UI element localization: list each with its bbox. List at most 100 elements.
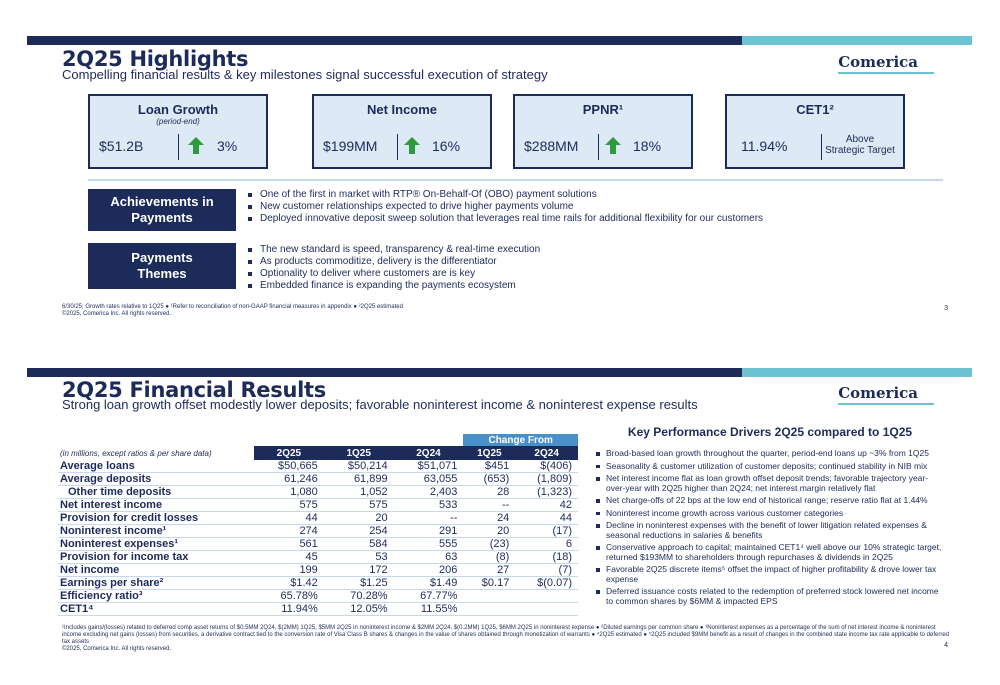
- slide-highlights: 2Q25 Highlights Compelling financial res…: [0, 0, 1000, 330]
- table-cell: 11.55%: [393, 602, 464, 617]
- list-item: Net interest income flat as loan growth …: [594, 473, 944, 493]
- kpi-divider: [821, 134, 822, 160]
- page-number: 3: [944, 305, 948, 312]
- kpi-title: PPNR¹: [582, 102, 624, 117]
- table-cell: 24: [463, 511, 516, 526]
- table-cell: 65.78%: [254, 589, 324, 604]
- row-label: Provision for credit losses: [58, 511, 254, 526]
- table-cell: $(406): [515, 460, 578, 474]
- table-cell: [515, 602, 578, 617]
- payments-themes-list: The new standard is speed, transparency …: [248, 244, 540, 292]
- table-cell: $1.42: [254, 576, 324, 591]
- table-cell: 12.05%: [323, 602, 394, 617]
- table-cell: 63: [393, 550, 464, 565]
- table-cell: $50,665: [254, 460, 324, 474]
- table-cell: 28: [463, 485, 516, 500]
- table-cell: 11.94%: [254, 602, 324, 617]
- table-cell: 575: [254, 498, 324, 513]
- drivers-list: Broad-based loan growth throughout the q…: [594, 448, 944, 609]
- column-header: 2Q24: [393, 446, 464, 461]
- table-row: Net interest income 575 575 533 -- 42: [58, 498, 578, 513]
- logo-swoosh: [838, 403, 935, 405]
- logo-text: Comerica: [838, 53, 918, 71]
- table-cell: 45: [254, 550, 324, 565]
- kpi-title: Loan Growth: [137, 102, 219, 117]
- table-row: Noninterest income¹ 274 254 291 20 (17): [58, 524, 578, 539]
- table-cell: (8): [463, 550, 516, 565]
- table-row: Noninterest expenses¹ 561 584 555 (23) 6: [58, 537, 578, 552]
- kpi-title: CET1²: [796, 102, 834, 117]
- table-cell: --: [463, 498, 516, 513]
- table-cell: [58, 434, 254, 446]
- table-cell: [254, 434, 324, 446]
- table-cell: 44: [254, 511, 324, 526]
- table-cell: [463, 589, 516, 604]
- footnote-text: 6/30/25; Growth rates relative to 1Q25 ●…: [62, 304, 403, 310]
- payments-themes-label: Payments Themes: [88, 243, 236, 289]
- units-note: (in millions, except ratios & per share …: [60, 448, 212, 458]
- list-item: New customer relationships expected to d…: [248, 201, 763, 213]
- row-label: Earnings per share²: [58, 576, 254, 591]
- table-cell: 172: [323, 563, 394, 578]
- footnote-text: ¹Includes gains/(losses) related to defe…: [62, 625, 950, 645]
- divider-line: [88, 179, 943, 181]
- kpi-divider: [178, 134, 179, 160]
- row-label: CET1⁴: [58, 602, 254, 617]
- achievements-list: One of the first in market with RTP® On-…: [248, 189, 763, 225]
- table-cell: 53: [323, 550, 394, 565]
- kpi-subtitle: (period-end): [156, 117, 200, 126]
- table-cell: 61,246: [254, 472, 324, 487]
- table-cell: 42: [515, 498, 578, 513]
- kpi-value: $288MM: [524, 138, 579, 154]
- table-cell: 6: [515, 537, 578, 552]
- top-banner: [27, 36, 972, 45]
- kpi-value: 11.94%: [741, 138, 788, 154]
- page-number: 4: [944, 642, 948, 649]
- table-cell: 555: [393, 537, 464, 552]
- list-item: Conservative approach to capital; mainta…: [594, 542, 944, 562]
- table-group-header: Change From: [58, 434, 578, 447]
- achievements-label-text: Achievements in Payments: [110, 194, 214, 225]
- drivers-title: Key Performance Drivers 2Q25 compared to…: [627, 425, 913, 439]
- table-cell: [515, 589, 578, 604]
- row-label: Noninterest expenses¹: [58, 537, 254, 552]
- logo-text: Comerica: [838, 384, 918, 402]
- kpi-value: $51.2B: [99, 138, 144, 154]
- table-cell: 254: [323, 524, 394, 539]
- footnote: ¹Includes gains/(losses) related to defe…: [62, 625, 952, 653]
- table-row: Other time deposits 1,080 1,052 2,403 28 (1,3…: [58, 485, 578, 500]
- achievements-label: Achievements in Payments: [88, 189, 236, 231]
- row-label: Other time deposits: [58, 485, 254, 500]
- list-item: Seasonality & customer utilization of cu…: [594, 461, 944, 472]
- table-cell: (653): [463, 472, 516, 487]
- kpi-cet1: CET1² 11.94% Above Strategic Target: [725, 94, 905, 169]
- table-cell: 291: [393, 524, 464, 539]
- table-cell: (1,323): [515, 485, 578, 500]
- table-cell: 584: [323, 537, 394, 552]
- table-cell: $50,214: [323, 460, 394, 474]
- table-cell: --: [393, 511, 464, 526]
- kpi-ppnr: PPNR¹ $288MM 18%: [513, 94, 693, 169]
- table-cell: 20: [463, 524, 516, 539]
- kpi-net-income: Net Income $199MM 16%: [312, 94, 492, 169]
- table-cell: 1,080: [254, 485, 324, 500]
- kpi-title: Net Income: [366, 102, 438, 117]
- copyright: ©2025, Comerica Inc. All rights reserved…: [62, 646, 172, 652]
- table-cell: 575: [323, 498, 394, 513]
- table-row: Net income 199 172 206 27 (7): [58, 563, 578, 578]
- table-cell: 20: [323, 511, 394, 526]
- table-cell: 274: [254, 524, 324, 539]
- table-cell: $1.25: [323, 576, 394, 591]
- list-item: Optionality to deliver where customers a…: [248, 268, 540, 280]
- slide-gap: [0, 330, 1000, 360]
- kpi-row: Loan Growth (period-end) $51.2B 3% Net I…: [88, 94, 943, 169]
- list-item: Deferred issuance costs related to the r…: [594, 586, 944, 606]
- table-row: Provision for credit losses 44 20 -- 24 44: [58, 511, 578, 526]
- copyright: ©2025, Comerica Inc. All rights reserved…: [62, 311, 172, 317]
- change-from-header: Change From: [463, 434, 578, 447]
- kpi-value: $199MM: [323, 138, 378, 154]
- table-cell: 27: [463, 563, 516, 578]
- kpi-divider: [397, 134, 398, 160]
- table-row: CET1⁴ 11.94% 12.05% 11.55%: [58, 602, 578, 617]
- list-item: As products commoditize, delivery is the…: [248, 256, 540, 268]
